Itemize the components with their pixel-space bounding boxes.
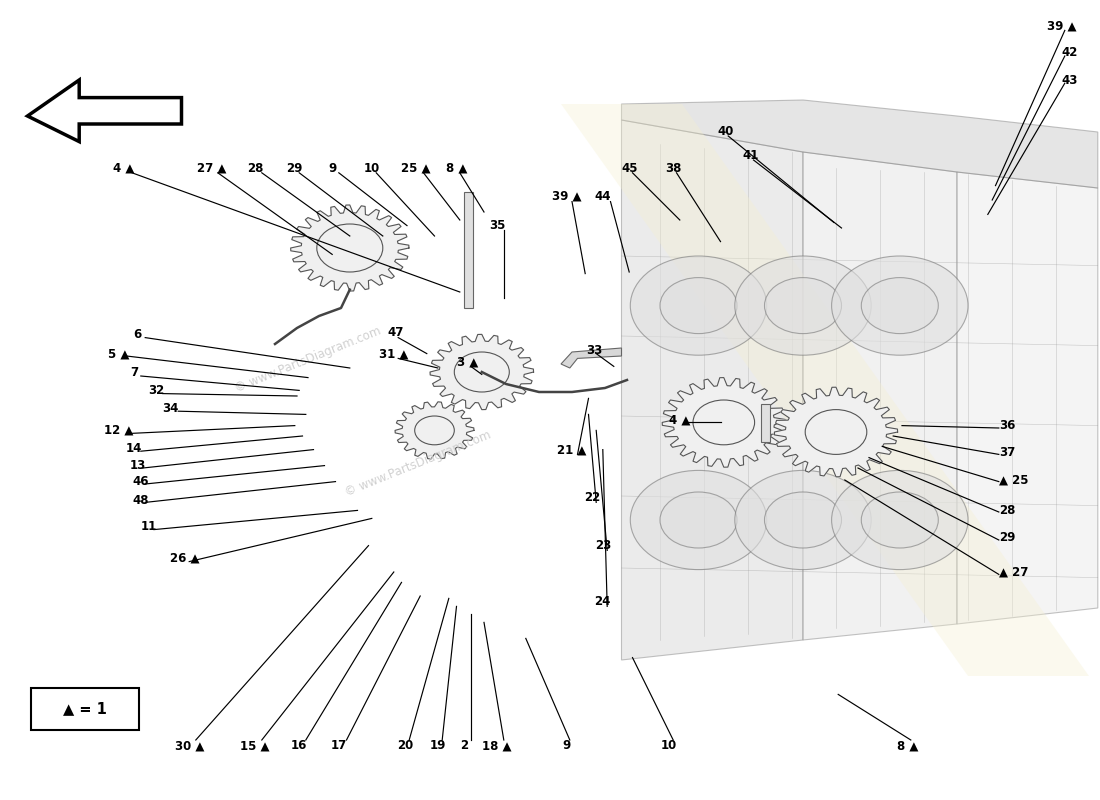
Text: 46: 46 [133, 475, 150, 488]
Text: 29: 29 [999, 531, 1015, 544]
Text: 31 ▲: 31 ▲ [379, 347, 408, 360]
FancyBboxPatch shape [31, 688, 139, 730]
Text: 34: 34 [163, 402, 178, 414]
Polygon shape [621, 120, 803, 660]
Text: 39 ▲: 39 ▲ [1047, 19, 1076, 32]
Text: 11: 11 [141, 520, 156, 533]
Text: 30 ▲: 30 ▲ [175, 739, 204, 752]
Text: 40: 40 [718, 125, 734, 138]
Text: 8 ▲: 8 ▲ [896, 739, 918, 752]
Text: 27 ▲: 27 ▲ [197, 162, 226, 174]
Text: 14: 14 [126, 442, 142, 454]
Text: 17: 17 [331, 739, 346, 752]
Circle shape [660, 492, 737, 548]
Text: 28: 28 [999, 504, 1015, 517]
Circle shape [630, 256, 767, 355]
Circle shape [764, 278, 842, 334]
Polygon shape [621, 100, 1098, 188]
Text: ▲ 27: ▲ 27 [999, 566, 1028, 578]
Polygon shape [28, 80, 182, 142]
Polygon shape [957, 172, 1098, 624]
Text: 22: 22 [584, 491, 600, 504]
Text: 42: 42 [1062, 46, 1078, 58]
Text: ▲ 25: ▲ 25 [999, 474, 1028, 486]
Polygon shape [561, 348, 621, 368]
Circle shape [832, 470, 968, 570]
Text: 5 ▲: 5 ▲ [108, 347, 130, 360]
Text: 28: 28 [248, 162, 263, 174]
Polygon shape [774, 387, 898, 477]
Circle shape [764, 492, 842, 548]
Text: 4 ▲: 4 ▲ [669, 414, 691, 426]
Text: 9: 9 [328, 162, 337, 174]
Circle shape [415, 416, 454, 445]
Polygon shape [395, 402, 474, 459]
Text: 4 ▲: 4 ▲ [112, 162, 134, 174]
Text: 38: 38 [666, 162, 681, 174]
Circle shape [735, 470, 871, 570]
Circle shape [454, 352, 509, 392]
Text: 36: 36 [999, 419, 1015, 432]
Polygon shape [561, 104, 1089, 676]
Text: © www.PartsDiagram.com: © www.PartsDiagram.com [233, 325, 383, 395]
Polygon shape [464, 192, 473, 308]
Text: 29: 29 [287, 162, 303, 174]
Text: 25 ▲: 25 ▲ [402, 162, 430, 174]
Text: 35: 35 [490, 219, 505, 232]
Text: 8 ▲: 8 ▲ [446, 162, 468, 174]
Text: 16: 16 [292, 739, 307, 752]
Text: 18 ▲: 18 ▲ [483, 739, 512, 752]
Text: 12 ▲: 12 ▲ [104, 424, 133, 437]
Text: 39 ▲: 39 ▲ [552, 190, 581, 202]
Circle shape [861, 492, 938, 548]
Text: 43: 43 [1062, 74, 1078, 86]
Circle shape [861, 278, 938, 334]
Text: 33: 33 [586, 344, 602, 357]
Text: 26 ▲: 26 ▲ [170, 552, 199, 565]
Text: 20: 20 [397, 739, 412, 752]
Circle shape [805, 410, 867, 454]
Circle shape [832, 256, 968, 355]
Polygon shape [803, 152, 957, 640]
Circle shape [660, 278, 737, 334]
Polygon shape [761, 404, 770, 442]
Polygon shape [430, 334, 534, 410]
Text: 10: 10 [661, 739, 676, 752]
Text: 37: 37 [999, 446, 1015, 458]
Text: 48: 48 [133, 494, 150, 506]
Polygon shape [662, 378, 785, 467]
Text: 21 ▲: 21 ▲ [558, 443, 586, 456]
Text: 32: 32 [148, 384, 164, 397]
Text: 9: 9 [562, 739, 571, 752]
Circle shape [693, 400, 755, 445]
Text: © www.PartsDiagram.com: © www.PartsDiagram.com [343, 429, 493, 499]
Text: 24: 24 [595, 595, 610, 608]
Text: 2: 2 [460, 739, 469, 752]
Text: 6: 6 [133, 328, 142, 341]
Text: 44: 44 [595, 190, 612, 202]
Text: 3 ▲: 3 ▲ [456, 355, 478, 368]
Polygon shape [290, 205, 409, 291]
Circle shape [317, 224, 383, 272]
Text: 13: 13 [130, 459, 145, 472]
Circle shape [630, 470, 767, 570]
Text: 15 ▲: 15 ▲ [241, 739, 270, 752]
Text: 45: 45 [620, 162, 637, 174]
Circle shape [735, 256, 871, 355]
Text: 10: 10 [364, 162, 380, 174]
Text: 7: 7 [130, 366, 139, 378]
Text: 47: 47 [388, 326, 404, 338]
Text: 23: 23 [595, 539, 610, 552]
Text: 19: 19 [430, 739, 446, 752]
Text: 41: 41 [742, 149, 758, 162]
Text: ▲ = 1: ▲ = 1 [63, 702, 107, 716]
